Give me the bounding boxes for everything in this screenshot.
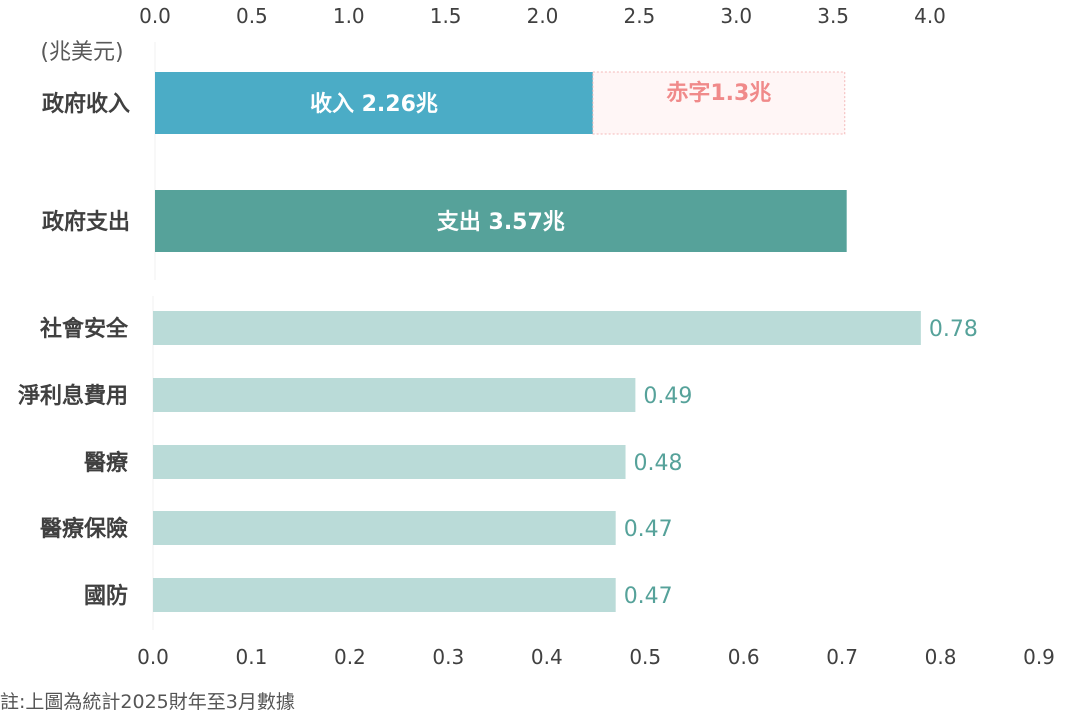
bottom-category-label: 社會安全 xyxy=(40,316,129,342)
unit-label: (兆美元) xyxy=(40,40,123,65)
top-tick-label: 4.0 xyxy=(914,4,946,28)
bottom-bars: 社會安全 0.78 淨利息費用 0.49 醫療 0.48 醫療保險 0.47 國防 0.47 xyxy=(18,311,978,612)
bottom-tick-label: 0.3 xyxy=(432,645,464,669)
top-tick-label: 2.0 xyxy=(527,4,559,28)
value-label: 0.47 xyxy=(624,584,673,609)
top-category-label: 政府支出 xyxy=(42,209,130,235)
bottom-tick-label: 0.7 xyxy=(826,645,858,669)
bottom-category-label: 醫療保險 xyxy=(40,516,128,542)
bottom-tick-label: 0.9 xyxy=(1023,645,1055,669)
spending-bar xyxy=(153,578,616,612)
top-tick-label: 1.5 xyxy=(430,4,462,28)
chart-note: 註:上圖為統計2025財年至3月數據 xyxy=(0,691,295,713)
top-tick-label: 0.0 xyxy=(139,4,171,28)
top-tick-label: 2.5 xyxy=(623,4,655,28)
bottom-category-label: 醫療 xyxy=(84,450,128,476)
top-tick-label: 3.0 xyxy=(720,4,752,28)
bottom-tick-label: 0.1 xyxy=(236,645,268,669)
bar-支出 xyxy=(155,190,847,252)
top-tick-label: 1.0 xyxy=(333,4,365,28)
bottom-tick-label: 0.8 xyxy=(925,645,957,669)
value-label: 0.78 xyxy=(929,317,978,342)
value-label: 0.49 xyxy=(643,384,692,409)
value-label: 0.47 xyxy=(624,517,673,542)
top-tick-label: 3.5 xyxy=(817,4,849,28)
spending-bar xyxy=(153,511,616,545)
bar-label-赤字: 赤字1.3兆 xyxy=(666,80,771,106)
value-label: 0.48 xyxy=(634,451,683,476)
bar-label-支出: 支出 3.57兆 xyxy=(437,210,565,235)
top-category-label: 政府收入 xyxy=(42,91,130,117)
bottom-tick-label: 0.5 xyxy=(629,645,661,669)
top-axis: 0.0 0.5 1.0 1.5 2.0 2.5 3.0 3.5 4.0 xyxy=(139,4,946,28)
bar-收入 xyxy=(155,72,593,134)
bar-label-收入: 收入 2.26兆 xyxy=(310,91,438,117)
bar-赤字 xyxy=(592,71,846,135)
spending-bar xyxy=(153,311,921,345)
bottom-axis: 0.0 0.1 0.2 0.3 0.4 0.5 0.6 0.7 0.8 0.9 xyxy=(137,645,1055,669)
bottom-category-label: 國防 xyxy=(84,584,128,609)
bottom-category-label: 淨利息費用 xyxy=(18,383,128,409)
bottom-tick-label: 0.4 xyxy=(531,645,563,669)
spending-bar xyxy=(153,378,636,412)
top-tick-label: 0.5 xyxy=(236,4,268,28)
bottom-tick-label: 0.6 xyxy=(728,645,760,669)
spending-bar xyxy=(153,445,626,479)
bottom-tick-label: 0.2 xyxy=(334,645,366,669)
bottom-tick-label: 0.0 xyxy=(137,645,169,669)
